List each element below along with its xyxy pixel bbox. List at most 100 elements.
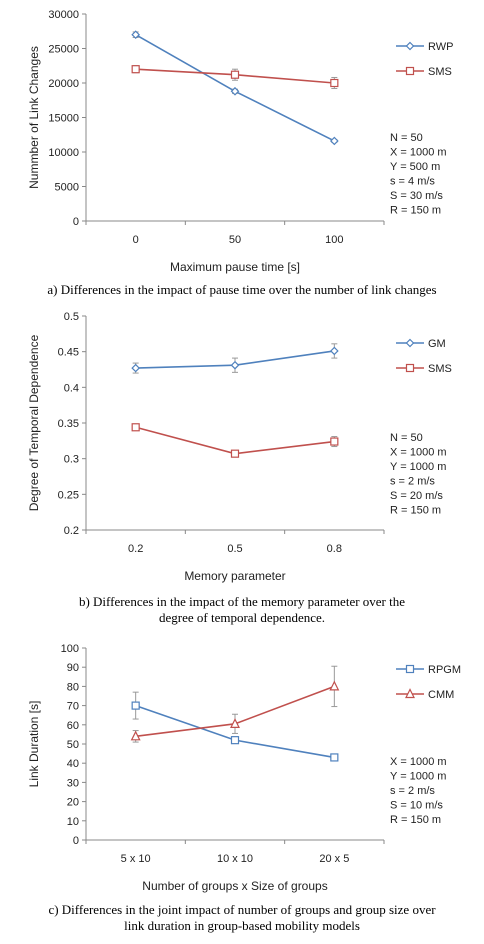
- chart-c-ytick-label: 10: [67, 816, 79, 828]
- chart-a-legend-label: SMS: [428, 66, 452, 78]
- chart-c-xtick-label: 20 x 5: [319, 853, 349, 865]
- chart-b-ytick-label: 0.3: [64, 454, 79, 466]
- chart-c-ytick-label: 90: [67, 662, 79, 674]
- chart-a-xtick-label: 50: [229, 234, 241, 246]
- chart-a-caption: a) Differences in the impact of pause ti…: [47, 282, 437, 297]
- chart-c-point-rpgm: [131, 701, 140, 710]
- chart-a-point-rwp: [131, 30, 141, 40]
- chart-a-legend-label: RWP: [428, 41, 453, 53]
- chart-c-ytick-label: 50: [67, 739, 79, 751]
- chart-a-y-axis-label: Nummber of Link Changes: [27, 46, 41, 189]
- chart-c-xtick-label: 10 x 10: [217, 853, 253, 865]
- chart-c-param: s = 2 m/s: [390, 785, 435, 797]
- chart-c-ytick-label: 0: [73, 835, 79, 847]
- chart-c: 0 10 20 30 40 50 60 70 80 90 100 5 x 10 10 x 10 20 x …: [27, 643, 461, 893]
- chart-b-point-gm: [329, 346, 339, 356]
- chart-c-param: Y = 1000 m: [390, 771, 446, 783]
- chart-c-param: R = 150 m: [390, 814, 441, 826]
- chart-b-param: R = 150 m: [390, 505, 441, 517]
- chart-b-ytick-label: 0.5: [64, 311, 79, 323]
- chart-a-series-sms: [131, 65, 339, 90]
- chart-a-legend-marker: [405, 66, 415, 76]
- chart-b-param: N = 50: [390, 432, 423, 444]
- chart-a-xtick-label: 0: [133, 234, 139, 246]
- chart-b-ytick-label: 0.4: [64, 382, 79, 394]
- chart-b: 0.2 0.25 0.3 0.35 0.4 0.45 0.5 0.2 0.5 0.8 Memory …: [27, 311, 452, 583]
- chart-c-series-cmm: [130, 665, 340, 743]
- chart-a-xtick-label: 100: [325, 234, 343, 246]
- chart-a: 0 5000 10000 15000 20000 25000 30000 0 50 100 Maxi…: [27, 9, 453, 274]
- chart-b-xtick-label: 0.8: [327, 543, 342, 555]
- chart-a-param: S = 30 m/s: [390, 190, 443, 202]
- chart-b-point-sms: [330, 437, 339, 446]
- chart-a-param: R = 150 m: [390, 205, 441, 217]
- chart-a-point-rwp: [230, 86, 240, 96]
- chart-a-param: s = 4 m/s: [390, 176, 435, 188]
- chart-b-caption: b) Differences in the impact of the memo…: [0, 594, 484, 626]
- chart-a-param: Y = 500 m: [390, 161, 440, 173]
- chart-a-param: N = 50: [390, 132, 423, 144]
- chart-a-ytick-label: 25000: [48, 44, 79, 56]
- chart-c-caption: c) Differences in the joint impact of nu…: [0, 902, 484, 934]
- chart-c-xtick-label: 5 x 10: [121, 853, 151, 865]
- chart-c-point-cmm: [130, 730, 141, 741]
- chart-c-ytick-label: 80: [67, 681, 79, 693]
- chart-b-legend-marker: [405, 363, 415, 373]
- chart-a-x-axis-label: Maximum pause time [s]: [170, 260, 300, 274]
- chart-b-x-axis-label: Memory parameter: [184, 569, 285, 583]
- chart-c-legend-label: RPGM: [428, 664, 461, 676]
- chart-a-point-rwp: [329, 136, 339, 146]
- chart-b-ytick-label: 0.25: [58, 489, 79, 501]
- chart-b-param: Y = 1000 m: [390, 461, 446, 473]
- chart-c-ytick-label: 40: [67, 758, 79, 770]
- chart-b-y-axis-label: Degree of Temporal Dependence: [27, 334, 41, 511]
- chart-a-ytick-label: 20000: [48, 78, 79, 90]
- chart-b-param: X = 1000 m: [390, 447, 447, 459]
- chart-c-param: X = 1000 m: [390, 756, 447, 768]
- chart-c-legend-marker: [405, 664, 415, 674]
- chart-a-point-sms: [230, 70, 240, 79]
- chart-b-xtick-label: 0.5: [227, 543, 242, 555]
- chart-c-point-cmm: [230, 717, 240, 728]
- chart-b-param: S = 20 m/s: [390, 490, 443, 502]
- chart-c-legend-label: CMM: [428, 689, 454, 701]
- chart-a-ytick-label: 15000: [48, 113, 79, 125]
- chart-b-caption-text: b) Differences in the impact of the memo…: [78, 594, 406, 625]
- chart-b-legend-label: GM: [428, 338, 446, 350]
- chart-b-xtick-label: 0.2: [128, 543, 143, 555]
- chart-b-ytick-label: 0.2: [64, 525, 79, 537]
- chart-panel-c: 0 10 20 30 40 50 60 70 80 90 100 5 x 10 10 x 10 20 x …: [0, 638, 484, 944]
- chart-a-series-rwp: [131, 30, 339, 146]
- chart-b-series-gm: [131, 343, 339, 374]
- chart-b-legend-marker: [405, 338, 415, 348]
- chart-b-point-sms: [230, 449, 240, 458]
- chart-a-ytick-label: 0: [73, 216, 79, 228]
- chart-c-y-axis-label: Link Duration [s]: [27, 701, 41, 788]
- chart-c-param: S = 10 m/s: [390, 800, 443, 812]
- chart-c-ytick-label: 20: [67, 797, 79, 809]
- chart-c-x-axis-label: Number of groups x Size of groups: [142, 879, 327, 893]
- chart-b-point-sms: [131, 423, 140, 432]
- chart-b-point-gm: [131, 363, 141, 373]
- chart-c-caption-text: c) Differences in the joint impact of nu…: [48, 902, 436, 933]
- chart-b-ytick-label: 0.45: [58, 347, 79, 359]
- chart-a-ytick-label: 30000: [48, 9, 79, 21]
- chart-a-ytick-label: 5000: [55, 182, 79, 194]
- chart-panel-b: 0.2 0.25 0.3 0.35 0.4 0.45 0.5 0.2 0.5 0.8 Memory …: [0, 306, 484, 636]
- chart-b-series-sms: [131, 423, 339, 458]
- chart-c-ytick-label: 100: [61, 643, 79, 655]
- chart-a-ytick-label: 10000: [48, 147, 79, 159]
- chart-panel-a: 0 5000 10000 15000 20000 25000 30000 0 50 100 Maxi…: [0, 0, 484, 300]
- chart-b-legend-label: SMS: [428, 363, 452, 375]
- chart-b-param: s = 2 m/s: [390, 476, 435, 488]
- chart-a-point-sms: [131, 65, 140, 74]
- chart-c-point-rpgm: [230, 736, 240, 745]
- chart-c-series-rpgm: [131, 691, 339, 762]
- chart-b-ytick-label: 0.35: [58, 418, 79, 430]
- chart-c-point-rpgm: [330, 753, 339, 762]
- chart-c-ytick-label: 30: [67, 777, 79, 789]
- chart-a-param: X = 1000 m: [390, 147, 447, 159]
- chart-a-point-sms: [330, 78, 339, 88]
- chart-a-legend-marker: [405, 41, 415, 51]
- chart-c-ytick-label: 70: [67, 701, 79, 713]
